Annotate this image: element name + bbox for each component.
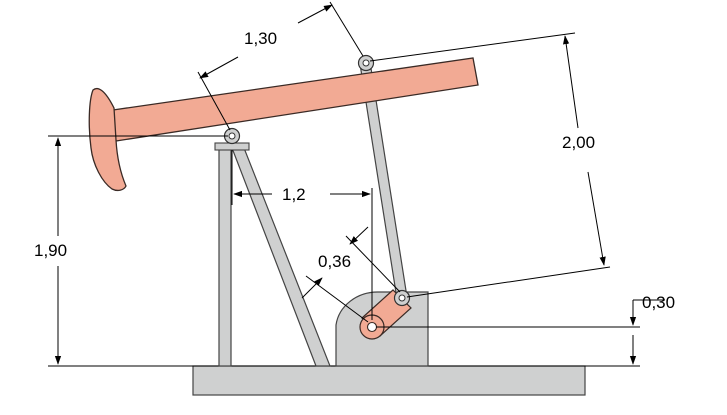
crank-dimension-arrow-2 [301,277,323,299]
label-crank-radius: 0,36 [318,252,351,271]
horse-head [88,87,127,192]
label-beam-front-length: 1,30 [244,29,277,48]
walking-beam [112,57,479,142]
pitman-extension-top [369,32,576,62]
crank-pin [393,289,411,307]
crank-shaft [366,321,378,333]
base-platform [192,365,586,396]
beam-length-extension-2 [329,1,364,57]
label-crank-height: 0,30 [642,293,675,312]
crank-dimension-arrow-1 [349,226,369,245]
pitman-dimension-line-upper [563,35,579,129]
label-horizontal-offset: 1,2 [282,185,306,204]
label-pivot-height: 1,90 [34,241,67,260]
diagonal-brace [231,147,331,367]
beam-length-dimension-line [199,56,239,79]
beam-length-dimension-line-2 [297,4,333,24]
beam-length-extension-1 [197,71,231,131]
label-pitman-length: 2,00 [562,133,595,152]
crank-extension-1 [345,235,401,293]
samson-post [218,147,232,367]
pitman-extension-bottom [406,266,611,298]
equalizer-pin [357,54,375,72]
pitman-dimension-line-lower [587,171,606,266]
